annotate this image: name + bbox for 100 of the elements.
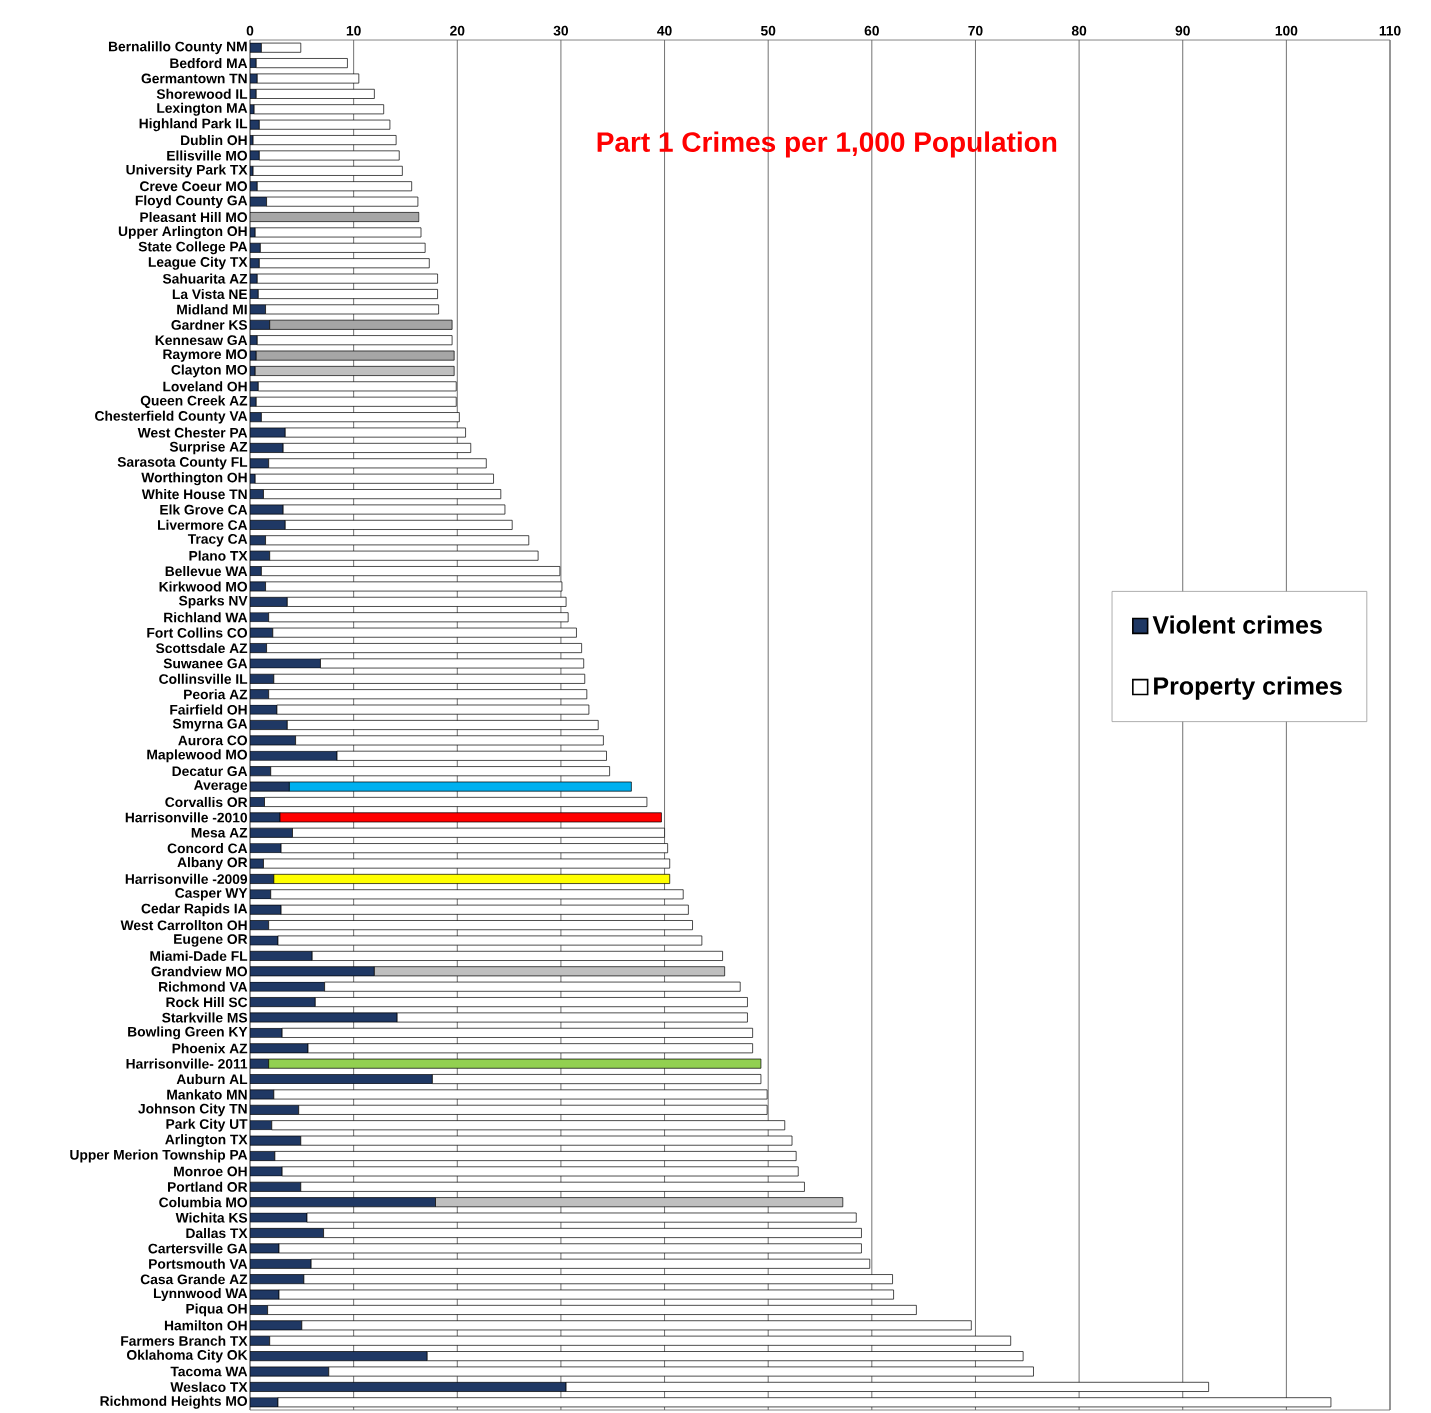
- y-tick-label: Suwanee GA: [163, 658, 248, 669]
- y-tick-label: Bowling Green KY: [128, 1026, 248, 1040]
- y-tick-label: Albany OR: [177, 857, 248, 870]
- y-tick-label: Harrisonville -2010: [125, 812, 248, 823]
- y-tick-label: Loveland OH: [163, 381, 247, 392]
- y-tick-label: Ellisville MO: [167, 150, 248, 161]
- bar: [255, 88, 375, 99]
- y-tick-label: Surprise AZ: [169, 441, 248, 455]
- y-tick-label: Eugene OR: [174, 934, 248, 947]
- y-tick-label: Worthington OH: [141, 472, 247, 486]
- y-tick-label: West Carrollton OH: [120, 920, 247, 931]
- x-tick-label: 20: [450, 25, 465, 36]
- y-tick-label: Mesa AZ: [191, 827, 248, 838]
- bar: [255, 58, 348, 69]
- y-tick-label: Cartersville GA: [148, 1243, 248, 1254]
- y-tick-label: Sparks NV: [178, 595, 248, 609]
- y-tick-label: Monroe OH: [174, 1166, 247, 1177]
- bar: [254, 473, 494, 484]
- x-tick-label: 40: [657, 25, 672, 36]
- y-tick-label: Kennesaw GA: [155, 335, 248, 346]
- y-tick-label: Richmond Heights MO: [100, 1395, 248, 1409]
- x-tick-label: 110: [1379, 25, 1401, 36]
- x-tick-label: 60: [864, 25, 879, 36]
- x-tick-label: 50: [760, 25, 776, 36]
- y-tick-label: West Chester PA: [137, 427, 248, 438]
- y-tick-label: Upper Arlington OH: [118, 225, 247, 239]
- y-tick-label: Chesterfield County VA: [95, 410, 248, 424]
- y-tick-label: Queen Creek AZ: [140, 395, 248, 409]
- y-tick-label: Gardner KS: [171, 319, 248, 330]
- y-tick-label: Clayton MO: [171, 364, 248, 378]
- y-tick-label: Peoria AZ: [184, 689, 248, 700]
- y-tick-label: Piqua OH: [186, 1303, 247, 1317]
- x-tick-label: 90: [1175, 25, 1190, 36]
- y-tick-label: Harrisonville- 2011: [126, 1058, 248, 1069]
- y-tick-label: Auburn AL: [176, 1073, 248, 1085]
- y-tick-label: League City TX: [148, 256, 248, 270]
- bar: [250, 212, 420, 222]
- x-tick-label: 0: [246, 25, 254, 36]
- y-tick-label: Portland OR: [168, 1181, 248, 1192]
- x-tick-label: 30: [553, 25, 569, 36]
- bar: [253, 104, 385, 115]
- y-tick-label: Floyd County GA: [135, 195, 248, 209]
- x-tick-label: 100: [1275, 25, 1298, 36]
- y-tick-label: Phoenix AZ: [172, 1043, 248, 1054]
- y-tick-label: Casper WY: [175, 888, 248, 901]
- y-tick-label: White House TN: [141, 489, 247, 500]
- y-tick-label: Rock Hill SC: [166, 997, 248, 1008]
- y-tick-label: Decatur GA: [172, 766, 248, 777]
- bar: [252, 135, 397, 146]
- bar: [255, 350, 455, 361]
- x-tick-label: 10: [346, 25, 361, 36]
- y-tick-label: Johnson City TN: [138, 1103, 247, 1117]
- y-tick-label: Dallas TX: [186, 1227, 248, 1239]
- y-tick-label: Fort Collins CO: [147, 627, 248, 638]
- y-tick-label: Livermore CA: [158, 519, 248, 530]
- text: Part 1 Crimes per 1,000 Population: [597, 131, 1057, 158]
- y-tick-label: Mankato MN: [167, 1089, 247, 1100]
- y-tick-label: Average: [193, 780, 248, 793]
- y-tick-label: Smyrna GA: [172, 718, 248, 732]
- y-tick-label: Germantown TN: [141, 73, 247, 84]
- y-tick-label: Shorewood IL: [156, 88, 248, 99]
- x-tick-label: 70: [968, 25, 983, 36]
- y-tick-label: Concord CA: [167, 843, 248, 854]
- y-tick-label: Fairfield OH: [170, 704, 247, 715]
- y-tick-label: Wichita KS: [175, 1212, 248, 1223]
- y-tick-label: Sahuarita AZ: [162, 273, 248, 284]
- y-tick-label: Creve Coeur MO: [140, 181, 248, 192]
- y-tick-label: Dublin OH: [181, 135, 247, 146]
- y-tick-label: Upper Merion Township PA: [70, 1149, 248, 1163]
- y-tick-label: Oklahoma City OK: [127, 1349, 248, 1363]
- legend-label: Violent crimes: [1152, 615, 1322, 634]
- y-tick-label: Corvallis OR: [165, 796, 248, 808]
- y-tick-label: Weslaco TX: [170, 1381, 248, 1392]
- y-tick-label: Bellevue WA: [165, 566, 248, 577]
- y-tick-label: La Vista NE: [172, 288, 248, 300]
- y-tick-label: Tracy CA: [187, 534, 248, 547]
- x-tick-label: 80: [1071, 25, 1087, 36]
- bar: [254, 227, 422, 238]
- y-tick-label: State College PA: [138, 241, 248, 255]
- bar: [252, 165, 403, 176]
- y-tick-label: Richmond VA: [159, 981, 248, 992]
- y-tick-label: Lexington MA: [157, 102, 248, 116]
- y-tick-label: Highland Park IL: [139, 118, 248, 132]
- y-tick-label: Pleasant Hill MO: [140, 211, 248, 223]
- y-tick-label: Harrisonville -2009: [125, 873, 248, 884]
- y-tick-label: Lynnwood WA: [153, 1288, 248, 1301]
- y-tick-label: Hamilton OH: [164, 1320, 247, 1331]
- y-tick-label: Scottsdale AZ: [155, 642, 248, 654]
- y-tick-label: Grandview MO: [151, 966, 248, 977]
- y-tick-label: Starkville MS: [162, 1012, 248, 1023]
- y-tick-label: Collinsville IL: [159, 673, 248, 684]
- y-tick-label: Bedford MA: [170, 58, 248, 69]
- legend-label: Property crimes: [1154, 676, 1342, 700]
- y-tick-label: Park City UT: [166, 1118, 248, 1132]
- y-tick-label: Miami-Dade FL: [150, 950, 248, 961]
- y-tick-label: Maplewood MO: [147, 749, 248, 763]
- y-tick-label: Columbia MO: [159, 1197, 248, 1208]
- y-tick-label: Elk Grove CA: [160, 504, 248, 515]
- y-tick-label: Kirkwood MO: [159, 581, 248, 592]
- bar: [254, 366, 455, 376]
